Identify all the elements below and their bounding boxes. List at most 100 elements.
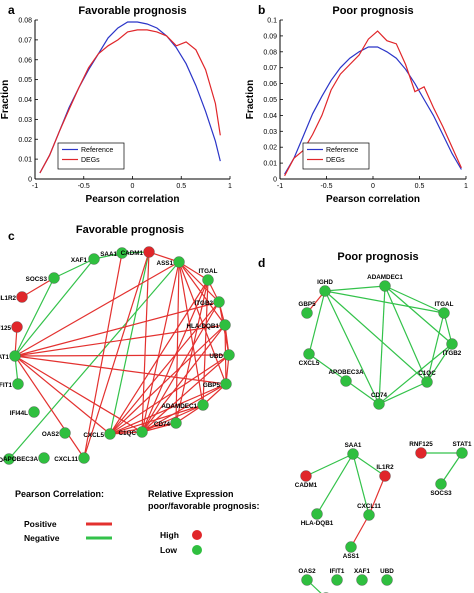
edge-negative-c (14, 258, 95, 357)
edge-negative-d (378, 285, 386, 405)
node-label-ighd-c: IGHD (0, 457, 3, 464)
edge-negative-d (378, 381, 428, 405)
edge-negative-d (324, 290, 428, 383)
panel-c: c Favorable prognosis SAA1 CADM1 ASS1 XAF1 SOC… (0, 224, 235, 465)
edge-positive-c (109, 301, 220, 435)
edge-positive-c (14, 355, 143, 433)
edge-positive-c (14, 324, 226, 357)
y-tick-label-b: 0.03 (263, 129, 277, 136)
y-tick-label-b: 0.1 (267, 18, 277, 25)
node-cadm1-c (143, 246, 155, 258)
x-tick-label-a: -1 (32, 183, 38, 190)
edge-negative-d (440, 452, 463, 485)
node-label-cxcl5-d: CXCL5 (299, 360, 320, 367)
node-label-apobec3a-d: APOBEC3A (329, 369, 364, 376)
node-socs3-c (48, 272, 60, 284)
node-ifit1-c (12, 378, 24, 390)
node-hla-dqb1-c (219, 319, 231, 331)
x-tick-label-a: 1 (228, 183, 232, 190)
node-label-gbp5-c: GBP5 (203, 382, 221, 389)
legend-expression-title-2: poor/favorable prognosis: (148, 501, 260, 511)
node-gbp5-d (301, 307, 313, 319)
edge-positive-c (141, 422, 177, 433)
y-tick-label-a: 0.05 (18, 77, 32, 84)
node-label-il1r2-c: IL1R2 (0, 295, 16, 302)
node-label-cd74-c: CD74 (154, 421, 171, 428)
node-cxcl5-c (104, 428, 116, 440)
node-ubd-d (381, 574, 393, 586)
y-tick-label-b: 0.08 (263, 49, 277, 56)
edge-negative-d (305, 453, 354, 477)
node-label-cxcl11-c: CXCL11 (54, 456, 78, 463)
node-label-itgal-d: ITGAL (435, 301, 454, 308)
node-itgal-c (202, 274, 214, 286)
node-saa1-c (116, 247, 128, 259)
edge-negative-c (8, 261, 180, 460)
edge-positive-c (141, 279, 209, 433)
node-cadm1-d (300, 470, 312, 482)
edge-negative-d (324, 285, 386, 292)
x-tick-label-a: -0.5 (78, 183, 90, 190)
edge-positive-c (141, 354, 230, 433)
node-label-adamdec1-c: ADAMDEC1 (161, 403, 197, 410)
node-label-stat1-d: STAT1 (452, 441, 472, 448)
node-c1qc-c (136, 426, 148, 438)
node-label-ass1-c: ASS1 (157, 260, 174, 267)
node-label-saa1-d: SAA1 (345, 442, 362, 449)
y-tick-label-a: 0.03 (18, 117, 32, 124)
edge-positive-c (141, 324, 226, 433)
node-label-oas2-c: OAS2 (42, 431, 60, 438)
node-apobec3a-c (38, 452, 50, 464)
node-stat1-d (456, 447, 468, 459)
node-ifit1-d (331, 574, 343, 586)
edge-positive-c (141, 404, 204, 433)
network-legend: Pearson Correlation: Positive Negative Rela… (15, 489, 260, 555)
node-label-c1qc-d: C1QC (418, 370, 436, 377)
node-label-il1r2-d: IL1R2 (376, 464, 394, 471)
panel-label-a: a (8, 3, 15, 17)
node-il1r2-d (379, 470, 391, 482)
edge-positive-c (178, 261, 204, 406)
y-tick-label-a: 0 (28, 177, 32, 184)
y-tick-label-b: 0.01 (263, 161, 277, 168)
node-ass1-d (345, 541, 357, 553)
edge-positive-c (109, 279, 209, 435)
edge-negative-d (384, 285, 445, 314)
edge-positive-c (175, 261, 180, 424)
node-label-rnf125-d: RNF125 (409, 441, 433, 448)
chart-title-a: Favorable prognosis (78, 5, 186, 17)
legend-correlation-title: Pearson Correlation: (15, 489, 104, 499)
legend-high-swatch (192, 530, 202, 540)
node-label-ifi44l-c: IFI44L (10, 410, 28, 417)
edge-positive-c (202, 279, 209, 406)
node-label-cd74-d: CD74 (371, 392, 388, 399)
y-tick-label-a: 0.04 (18, 97, 32, 104)
node-oas2-c (59, 427, 71, 439)
edge-negative-c (14, 277, 55, 357)
panel-d: d Poor prognosis IGHD ADAMDEC1 GBP5 ITGAL CXCL… (258, 251, 472, 593)
y-tick-label-a: 0.08 (18, 18, 32, 25)
node-cxcl11-c (78, 452, 90, 464)
node-ighd-d (319, 285, 331, 297)
edge-positive-c (175, 279, 209, 424)
node-cxcl5-d (303, 348, 315, 360)
network-title-d: Poor prognosis (337, 251, 418, 263)
y-tick-label-a: 0.02 (18, 137, 32, 144)
legend-label-reference-a: Reference (81, 147, 113, 154)
node-label-cxcl11-d: CXCL11 (357, 503, 381, 510)
edge-negative-d (378, 343, 453, 405)
y-tick-label-a: 0.06 (18, 57, 32, 64)
edge-negative-c (53, 258, 95, 279)
node-xaf1-c (88, 253, 100, 265)
legend-positive-label: Positive (24, 519, 57, 529)
node-label-adamdec1-d: ADAMDEC1 (367, 274, 403, 281)
x-tick-label-b: 1 (464, 183, 468, 190)
x-axis-label-b: Pearson correlation (326, 194, 420, 205)
node-saa1-d (347, 448, 359, 460)
node-label-saa1-c: SAA1 (100, 251, 117, 258)
y-tick-label-b: 0.06 (263, 81, 277, 88)
y-axis-label-b: Fraction (245, 80, 256, 119)
node-label-cxcl5-c: CXCL5 (83, 432, 104, 439)
node-label-ass1-d: ASS1 (343, 553, 360, 560)
legend-box-b (302, 142, 370, 170)
